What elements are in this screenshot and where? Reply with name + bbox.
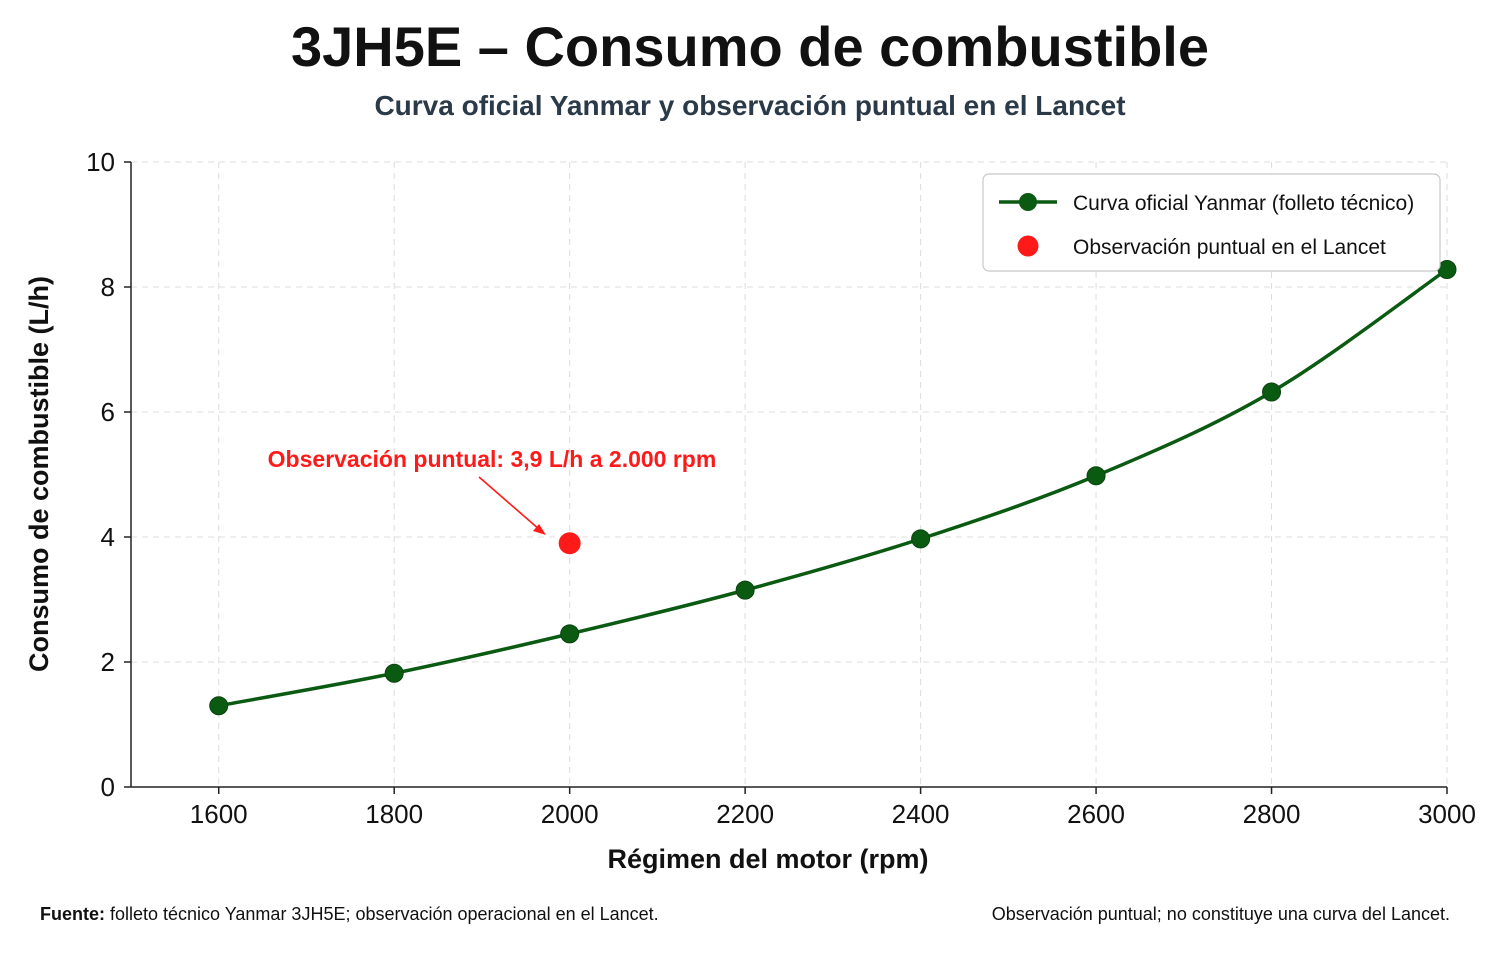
official-curve-point [735,580,755,600]
y-tick-label: 4 [101,522,115,552]
chart-subtitle: Curva oficial Yanmar y observación puntu… [374,90,1126,121]
observation-point [558,532,581,555]
x-tick-label: 3000 [1418,799,1476,829]
official-curve-point [1437,260,1457,279]
official-curve-point [911,529,931,549]
official-curve-point [1262,382,1282,402]
x-tick-label: 2400 [892,799,950,829]
legend-marker-swatch [1019,193,1037,211]
y-tick-label: 2 [101,647,115,677]
y-tick-label: 10 [86,147,115,177]
official-curve-point [384,663,404,683]
annotation-arrow [478,476,541,531]
axes [124,161,1448,794]
y-axis-label: Consumo de combustible (L/h) [24,276,54,672]
x-tick-label: 1600 [190,799,248,829]
x-tick-label: 2000 [541,799,599,829]
legend-entry-official: Curva oficial Yanmar (folleto técnico) [1073,192,1414,215]
annotation-label: Observación puntual: 3,9 L/h a 2.000 rpm [268,446,717,472]
official-curve-line [218,268,1449,708]
series-layer [209,260,1457,716]
annotation-arrowhead [533,524,546,535]
x-tick-label: 1800 [365,799,423,829]
legend: Curva oficial Yanmar (folleto técnico) O… [982,173,1441,272]
x-tick-label: 2800 [1243,799,1301,829]
source-label: Fuente: [40,904,105,924]
source-text: folleto técnico Yanmar 3JH5E; observació… [105,904,659,924]
legend-entry-observation: Observación puntual en el Lancet [1073,236,1386,259]
annotation: Observación puntual: 3,9 L/h a 2.000 rpm [268,446,717,535]
legend-box [982,173,1441,272]
official-curve-point [560,624,580,644]
x-tick-label: 2600 [1067,799,1125,829]
source-footnote: Fuente: folleto técnico Yanmar 3JH5E; ob… [40,904,659,925]
tick-labels: 1600 1800 2000 2200 2400 2600 2800 3000 0 2 4 6 8 10 [86,147,1476,829]
y-tick-label: 0 [101,772,115,802]
official-curve-point [1086,466,1106,486]
y-tick-label: 6 [101,397,115,427]
legend-observation-swatch [1017,235,1039,257]
y-tick-label: 8 [101,272,115,302]
official-curve-point [209,696,229,716]
observation-note: Observación puntual; no constituye una c… [991,904,1450,924]
x-axis-label: Régimen del motor (rpm) [607,844,928,874]
chart-title: 3JH5E – Consumo de combustible [291,15,1209,78]
x-tick-label: 2200 [716,799,774,829]
